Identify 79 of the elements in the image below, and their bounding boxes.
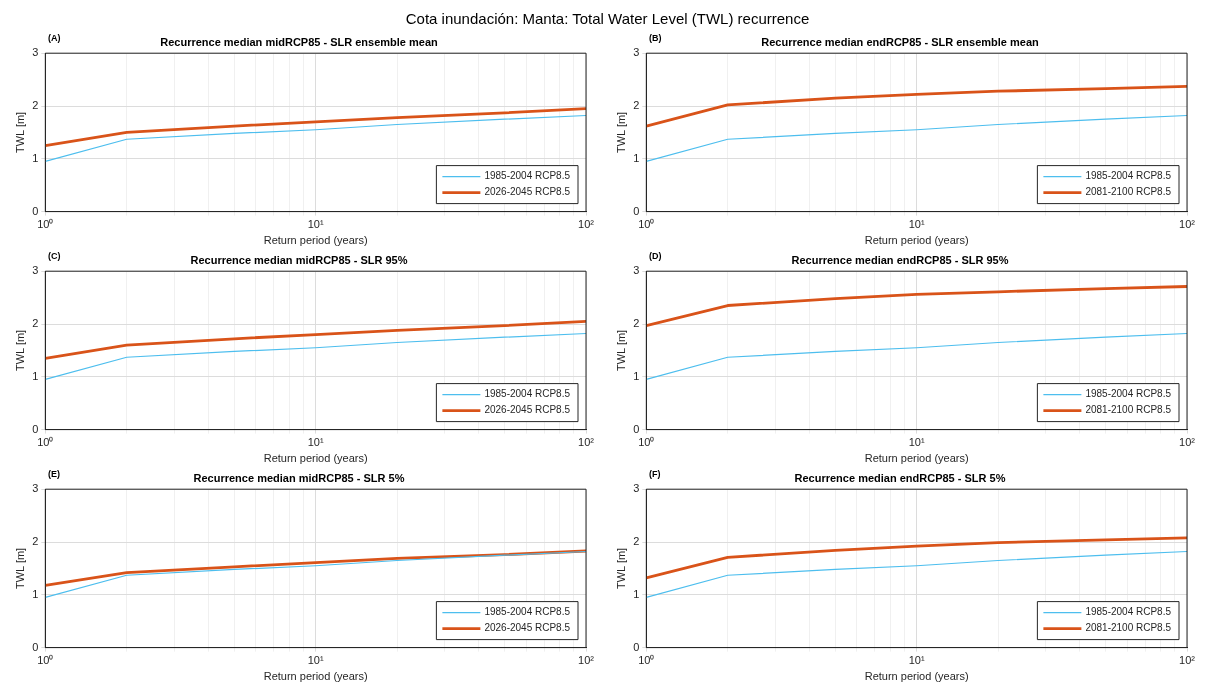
chart-title: Recurrence median midRCP85 - SLR 95% xyxy=(190,253,408,266)
y-tick-label: 2 xyxy=(32,317,39,330)
legend-label: 1985-2004 RCP8.5 xyxy=(1085,170,1172,182)
x-tick-label: 10⁰ xyxy=(37,436,54,449)
x-tick-label: 10¹ xyxy=(307,654,324,667)
y-tick-label: 2 xyxy=(633,535,640,548)
y-tick-label: 3 xyxy=(633,264,640,277)
x-axis-title: Return period (years) xyxy=(263,452,368,465)
y-tick-label: 2 xyxy=(32,535,39,548)
y-tick-label: 0 xyxy=(32,640,39,653)
y-tick-label: 3 xyxy=(32,264,39,277)
legend-label: 2081-2100 RCP8.5 xyxy=(1085,186,1172,198)
x-axis-title: Return period (years) xyxy=(864,452,969,465)
legend-label: 2026-2045 RCP8.5 xyxy=(484,186,571,198)
y-tick-label: 2 xyxy=(633,317,640,330)
y-tick-label: 3 xyxy=(32,482,39,495)
chart-title: Recurrence median midRCP85 - SLR 5% xyxy=(193,471,405,484)
legend-label: 2081-2100 RCP8.5 xyxy=(1085,404,1172,416)
x-axis-title: Return period (years) xyxy=(864,670,969,683)
text: (A) xyxy=(48,32,61,43)
x-tick-label: 10¹ xyxy=(908,218,925,231)
text: (D) xyxy=(649,250,662,261)
x-tick-label: 10² xyxy=(578,218,595,231)
x-tick-label: 10¹ xyxy=(908,654,925,667)
legend-label: 2026-2045 RCP8.5 xyxy=(484,404,571,416)
text: (F) xyxy=(649,468,661,479)
x-tick-label: 10⁰ xyxy=(37,654,54,667)
text: (B) xyxy=(649,32,662,43)
x-tick-label: 10⁰ xyxy=(37,218,54,231)
y-axis-title: TWL [m] xyxy=(13,111,26,153)
legend-label: 2081-2100 RCP8.5 xyxy=(1085,622,1172,634)
x-tick-label: 10² xyxy=(1179,218,1196,231)
y-tick-label: 3 xyxy=(32,46,39,59)
x-axis-title: Return period (years) xyxy=(263,670,368,683)
y-tick-label: 1 xyxy=(32,369,39,382)
x-tick-label: 10² xyxy=(578,654,595,667)
y-axis-title: TWL [m] xyxy=(614,329,627,371)
legend-label: 1985-2004 RCP8.5 xyxy=(484,170,571,182)
legend-label: 2026-2045 RCP8.5 xyxy=(484,622,571,634)
y-tick-label: 2 xyxy=(633,99,640,112)
y-tick-label: 0 xyxy=(32,204,39,217)
text: (E) xyxy=(48,468,60,479)
y-axis-title: TWL [m] xyxy=(13,547,26,589)
y-tick-label: 1 xyxy=(633,151,640,164)
chart-title: Recurrence median endRCP85 - SLR 5% xyxy=(794,471,1006,484)
y-tick-label: 0 xyxy=(32,422,39,435)
x-tick-label: 10² xyxy=(1179,436,1196,449)
x-tick-label: 10¹ xyxy=(307,218,324,231)
y-tick-label: 0 xyxy=(633,204,640,217)
y-tick-label: 2 xyxy=(32,99,39,112)
text: Cota inundación: Manta: Total Water Level (TWL) recurrence xyxy=(405,10,810,27)
y-tick-label: 1 xyxy=(633,587,640,600)
y-tick-label: 0 xyxy=(633,422,640,435)
y-tick-label: 1 xyxy=(32,587,39,600)
x-axis-title: Return period (years) xyxy=(864,234,969,247)
text: (C) xyxy=(48,250,61,261)
legend-label: 1985-2004 RCP8.5 xyxy=(1085,606,1172,618)
y-axis-title: TWL [m] xyxy=(13,329,26,371)
chart-title: Recurrence median midRCP85 - SLR ensemble mean xyxy=(160,35,439,48)
x-tick-label: 10⁰ xyxy=(638,654,655,667)
y-axis-title: TWL [m] xyxy=(614,547,627,589)
y-axis-title: TWL [m] xyxy=(614,111,627,153)
y-tick-label: 1 xyxy=(32,151,39,164)
chart-title: Recurrence median endRCP85 - SLR 95% xyxy=(791,253,1009,266)
chart-title: Recurrence median endRCP85 - SLR ensemble mean xyxy=(761,35,1040,48)
x-tick-label: 10¹ xyxy=(908,436,925,449)
x-tick-label: 10² xyxy=(578,436,595,449)
y-tick-label: 1 xyxy=(633,369,640,382)
x-axis-title: Return period (years) xyxy=(263,234,368,247)
x-tick-label: 10² xyxy=(1179,654,1196,667)
x-tick-label: 10⁰ xyxy=(638,436,655,449)
y-tick-label: 0 xyxy=(633,640,640,653)
x-tick-label: 10¹ xyxy=(307,436,324,449)
legend-label: 1985-2004 RCP8.5 xyxy=(484,388,571,400)
legend-label: 1985-2004 RCP8.5 xyxy=(484,606,571,618)
y-tick-label: 3 xyxy=(633,482,640,495)
legend-label: 1985-2004 RCP8.5 xyxy=(1085,388,1172,400)
x-tick-label: 10⁰ xyxy=(638,218,655,231)
y-tick-label: 3 xyxy=(633,46,640,59)
